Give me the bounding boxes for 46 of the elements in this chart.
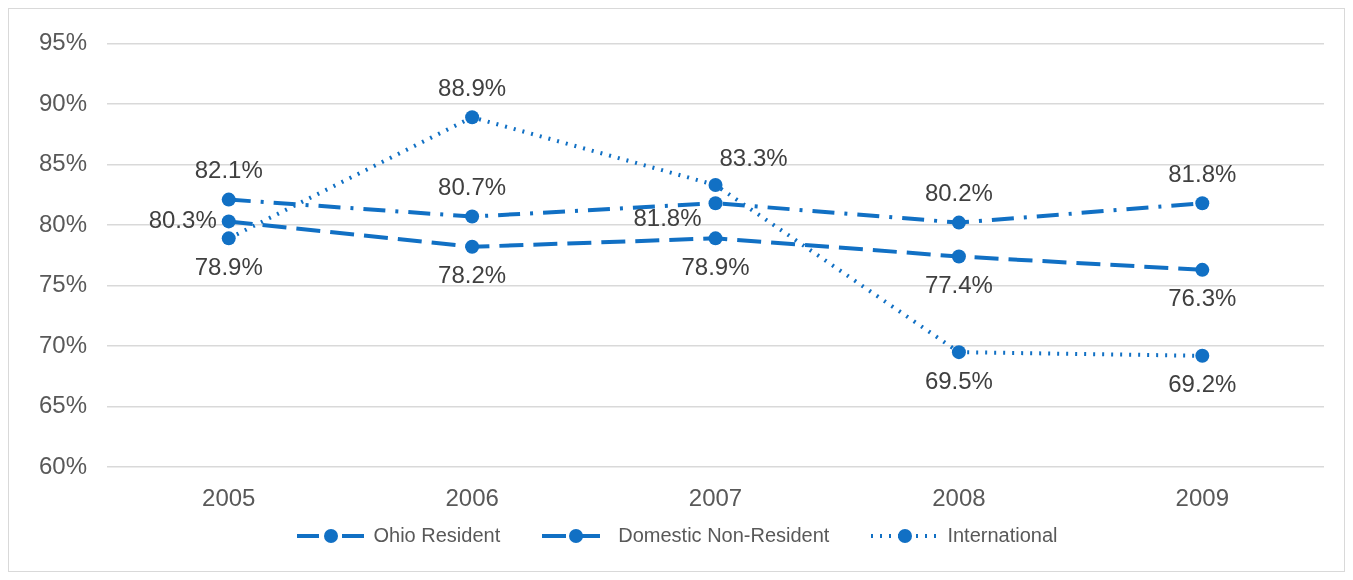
y-tick-label: 60%	[38, 451, 88, 479]
data-label: 77.4%	[924, 271, 993, 299]
x-tick-label: 2005	[202, 484, 256, 512]
x-tick-label: 2008	[932, 484, 986, 512]
y-tick-label: 80%	[38, 209, 88, 237]
data-label: 83.3%	[719, 143, 788, 171]
y-tick-label: 65%	[38, 391, 88, 419]
data-label: 81.8%	[633, 203, 702, 231]
y-tick-label: 75%	[38, 270, 88, 298]
data-label: 80.7%	[438, 173, 507, 201]
point	[221, 231, 236, 246]
x-tick-label: 2006	[445, 484, 499, 512]
point	[465, 239, 480, 254]
y-tick-label: 85%	[38, 149, 88, 177]
x-tick-label: 2007	[688, 484, 743, 512]
point	[221, 192, 236, 207]
point	[1195, 348, 1210, 363]
point	[221, 214, 236, 229]
y-tick-label: 90%	[38, 88, 88, 116]
x-tick-label: 2009	[1175, 484, 1229, 512]
point	[465, 110, 480, 125]
data-label: 69.5%	[924, 366, 993, 394]
data-label: 78.9%	[194, 252, 263, 280]
legend-label: Ohio Resident	[373, 524, 501, 547]
legend-label: Domestic Non-Resident	[618, 524, 830, 547]
point	[951, 215, 966, 230]
data-label: 78.9%	[681, 252, 750, 280]
data-label: 80.3%	[148, 206, 217, 234]
data-label: 78.2%	[438, 261, 507, 289]
y-tick-label: 95%	[38, 28, 88, 56]
point	[708, 231, 723, 246]
point	[465, 209, 480, 224]
point	[951, 345, 966, 360]
data-label: 81.8%	[1168, 159, 1237, 187]
data-label: 69.2%	[1168, 370, 1237, 398]
point	[708, 196, 723, 211]
legend-label: International	[947, 524, 1058, 547]
data-label: 88.9%	[438, 73, 507, 101]
point	[708, 178, 723, 193]
data-label: 76.3%	[1168, 284, 1237, 312]
data-label: 82.1%	[194, 156, 263, 184]
point	[951, 249, 966, 264]
point	[1195, 262, 1210, 277]
point	[1195, 196, 1210, 211]
y-tick-label: 70%	[38, 330, 88, 358]
data-label: 80.2%	[924, 179, 993, 207]
